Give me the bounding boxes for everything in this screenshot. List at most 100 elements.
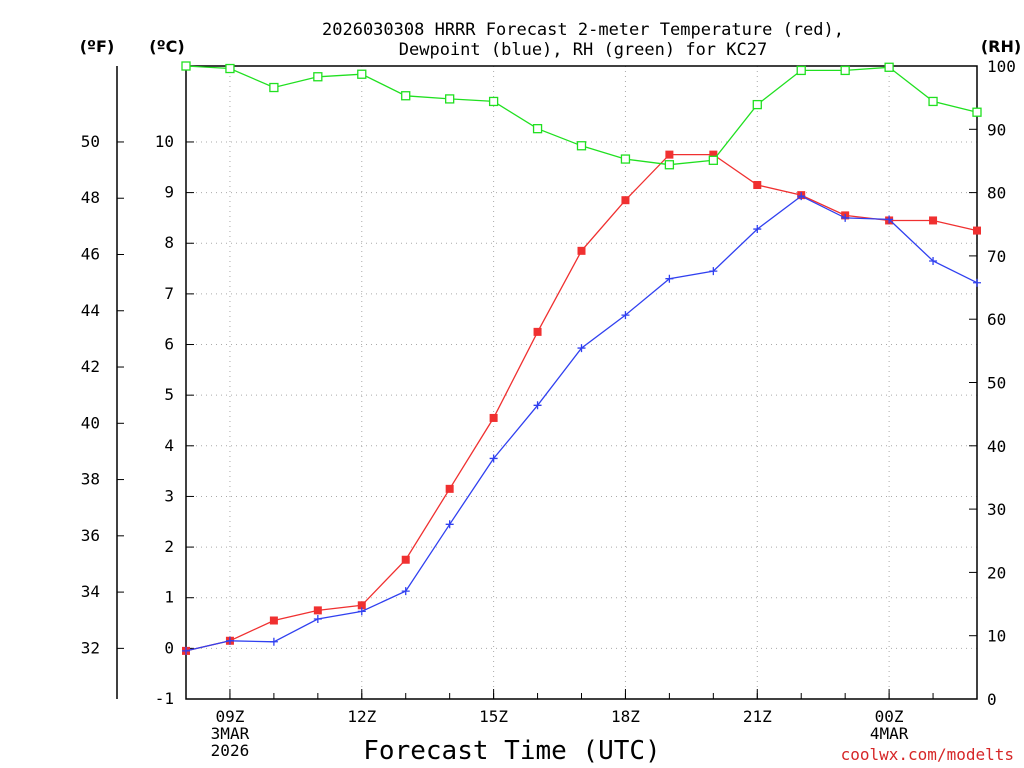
x-axis-title: Forecast Time (UTC) [363,736,660,766]
rh-point [928,96,938,107]
rh-tick-label: 0 [987,690,997,709]
tick-labels: -101234567891032343638404244464850010203… [81,57,1016,760]
dewpoint-point [313,614,322,623]
rh-tick-label: 40 [987,437,1006,456]
dewpoint-point [753,225,762,234]
temperature-point [489,413,498,422]
rh-tick-label: 80 [987,184,1006,203]
celsius-tick-label: 5 [164,385,174,404]
x-tick-label: 09Z [215,707,244,726]
fahrenheit-tick-label: 42 [81,357,100,376]
dewpoint-point [269,637,278,646]
rh-tick-label: 50 [987,374,1006,393]
celsius-tick-label: 0 [164,638,174,657]
dewpoint-point [182,646,190,655]
rh-point [796,65,806,76]
gridlines [186,66,977,699]
rh-point [181,61,191,71]
rh-point [708,155,718,165]
rh-point [488,96,499,107]
rh-tick-label: 30 [987,500,1006,519]
chart-title-line-1: 2026030308 HRRR Forecast 2-meter Tempera… [322,20,844,40]
x-tick-label: 18Z [611,707,640,726]
fahrenheit-tick-label: 36 [81,526,100,545]
dewpoint-point [445,520,454,529]
dewpoint-point [225,636,234,645]
right-unit-rh: (RH) [981,37,1021,56]
rh-point [269,82,279,93]
rh-point [313,72,323,82]
temperature-point [973,226,981,235]
rh-tick-label: 10 [987,627,1006,646]
rh-point [401,91,411,101]
temperature-point [577,246,586,255]
left-unit-fahrenheit: (ºF) [80,37,115,56]
rh-tick-label: 70 [987,247,1006,266]
rh-point [884,62,894,72]
dewpoint-point [665,274,674,283]
x-tick-label: 15Z [479,707,508,726]
axes [116,65,978,700]
dewpoint-point [885,215,894,224]
rh-point [576,141,587,151]
rh-point [357,69,367,79]
x-tick-label: 4MAR [870,724,909,743]
data-series [181,61,982,655]
celsius-tick-label: 8 [164,233,174,252]
rh-point [840,65,850,76]
temperature-point [621,196,630,205]
dewpoint-point [621,311,630,320]
dewpoint-point [401,587,410,596]
celsius-tick-label: -1 [155,689,174,708]
x-tick-label: 00Z [875,707,904,726]
temperature-point [357,601,366,610]
rh-tick-label: 20 [987,563,1006,582]
dewpoint-point [357,607,366,616]
rh-point [445,94,455,104]
fahrenheit-tick-label: 32 [81,638,100,657]
chart-title-line-2: Dewpoint (blue), RH (green) for KC27 [399,40,767,60]
x-tick-label: 21Z [743,707,772,726]
dewpoint-point [929,256,938,265]
dewpoint-point [577,344,586,353]
dewpoint-point [797,192,806,201]
temperature-point [401,555,410,564]
temperature-line [185,153,978,652]
celsius-tick-label: 9 [164,183,174,202]
fahrenheit-tick-label: 34 [81,582,100,601]
celsius-tick-label: 10 [155,132,174,151]
x-tick-label: 3MAR [211,724,250,743]
fahrenheit-tick-label: 38 [81,470,100,489]
fahrenheit-tick-label: 46 [81,244,100,263]
temperature-point [753,181,762,190]
celsius-tick-label: 1 [164,588,174,607]
temperature-point [929,216,938,225]
temperature-point [533,327,542,336]
dewpoint-point [841,213,850,222]
dewpoint-point [973,278,981,287]
rh-point [972,107,982,117]
celsius-tick-label: 6 [164,335,174,354]
fahrenheit-tick-label: 50 [81,132,100,151]
celsius-tick-label: 3 [164,486,174,505]
dewpoint-point [489,454,498,463]
rh-tick-label: 90 [987,120,1006,139]
celsius-tick-label: 4 [164,436,174,455]
x-tick-label: 12Z [347,707,376,726]
plot-frame [185,65,978,700]
rh-point [225,63,235,74]
temperature-point [709,150,718,159]
celsius-tick-label: 7 [164,284,174,303]
dewpoint-point [533,401,542,410]
credit-text: coolwx.com/modelts [841,745,1014,764]
temperature-point [313,606,322,615]
fahrenheit-tick-label: 44 [81,301,100,320]
fahrenheit-tick-label: 48 [81,188,100,207]
rh-point [620,154,631,164]
left-unit-celsius: (ºC) [149,37,184,56]
rh-tick-label: 100 [987,57,1016,76]
temperature-point [445,484,454,493]
x-tick-label: 2026 [211,741,250,760]
celsius-tick-label: 2 [164,537,174,556]
